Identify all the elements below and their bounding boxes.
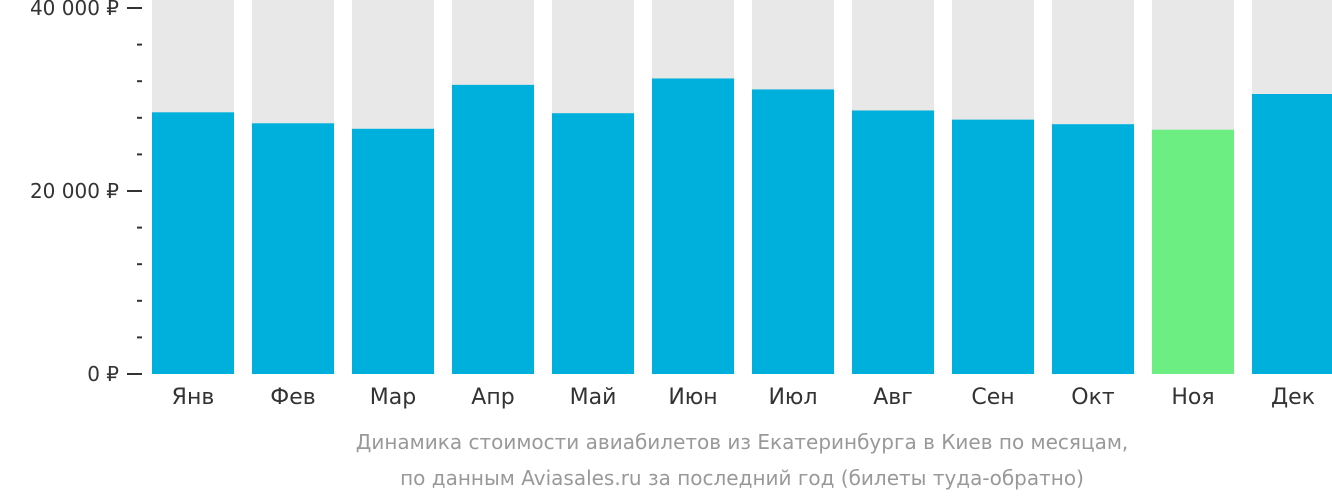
bar-Июн[interactable]	[652, 78, 734, 374]
bar-Дек[interactable]	[1252, 94, 1332, 374]
y-tick-label: 20 000 ₽	[30, 179, 119, 203]
x-tick-label: Сен	[971, 385, 1014, 410]
x-tick-label: Май	[570, 385, 617, 410]
x-tick-label: Окт	[1071, 385, 1115, 410]
bar-Фев[interactable]	[252, 123, 334, 374]
x-tick-label: Авг	[873, 385, 913, 410]
x-tick-label: Апр	[471, 385, 514, 410]
bar-Апр[interactable]	[452, 84, 534, 375]
x-tick-label: Фев	[270, 385, 315, 410]
bar-Окт[interactable]	[1052, 124, 1134, 374]
x-tick-label: Мар	[370, 385, 416, 410]
bar-Июл[interactable]	[752, 89, 834, 374]
bar-Янв[interactable]	[152, 112, 234, 374]
x-tick-label: Июл	[768, 385, 817, 410]
y-tick-label: 40 000 ₽	[30, 0, 119, 20]
x-tick-label: Июн	[668, 385, 717, 410]
chart-caption-line-1: Динамика стоимости авиабилетов из Екатер…	[355, 430, 1129, 454]
bar-Ноя[interactable]	[1152, 129, 1234, 374]
x-tick-label: Янв	[172, 385, 215, 410]
bar-Авг[interactable]	[852, 110, 934, 374]
chart-caption-line-2: по данным Aviasales.ru за последний год …	[400, 466, 1084, 490]
x-tick-label: Дек	[1271, 385, 1315, 410]
bar-Сен[interactable]	[952, 119, 1034, 374]
y-tick-label: 0 ₽	[87, 362, 119, 386]
bar-Мар[interactable]	[352, 128, 434, 374]
price-bar-chart: 0 ₽ 20 000 ₽ 40 000 ₽ Янв Фев Мар Апр Май Июн Июл…	[30, 0, 1332, 410]
bar-Май[interactable]	[552, 113, 634, 374]
x-tick-label: Ноя	[1171, 385, 1214, 410]
